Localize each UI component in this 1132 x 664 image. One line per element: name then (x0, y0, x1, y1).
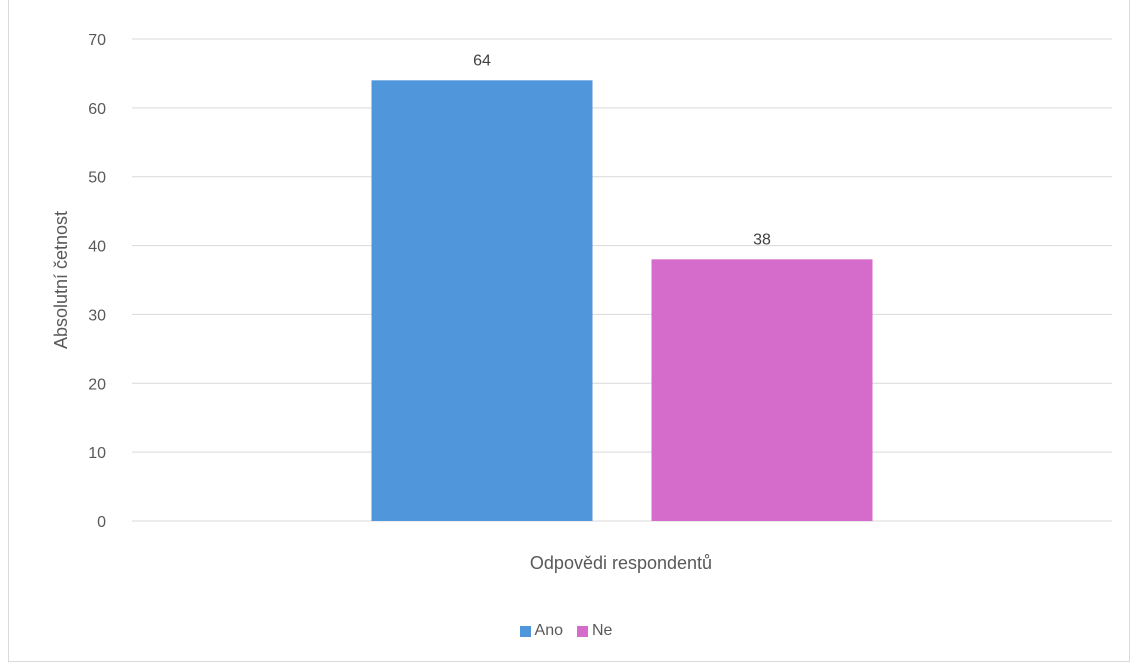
data-labels: 64 38 (473, 52, 771, 248)
bars (371, 80, 873, 522)
y-axis-ticks: 0 10 20 30 40 50 60 70 (88, 32, 106, 531)
y-tick-label: 0 (97, 514, 106, 531)
legend-item-ano: Ano (519, 622, 563, 640)
y-tick-label: 20 (88, 376, 106, 393)
y-tick-label: 10 (88, 445, 106, 462)
legend-swatch (519, 625, 531, 637)
gridlines (132, 38, 1112, 522)
legend-label: Ano (534, 622, 563, 639)
y-tick-label: 30 (88, 307, 106, 324)
data-label-ano: 64 (473, 52, 491, 69)
bar-ano (371, 80, 593, 522)
data-label-ne: 38 (753, 231, 771, 248)
bar-ne (651, 259, 873, 521)
y-tick-label: 40 (88, 239, 106, 256)
legend-swatch (577, 625, 588, 637)
y-tick-label: 50 (88, 170, 106, 187)
legend-label: Ne (592, 622, 613, 639)
legend: Ano Ne (0, 622, 1132, 640)
y-tick-label: 70 (88, 32, 106, 49)
y-tick-label: 60 (88, 101, 106, 118)
x-axis-title: Odpovědi respondentů (530, 553, 712, 573)
legend-item-ne: Ne (577, 622, 612, 640)
y-axis-title: Absolutní četnost (51, 211, 71, 349)
